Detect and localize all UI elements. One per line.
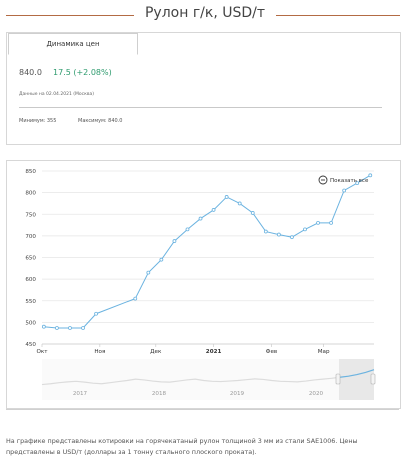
navigator-handle-left <box>335 373 341 385</box>
range-navigator[interactable]: 2017 2018 2019 2020 <box>41 359 376 400</box>
page-header: Рулон г/к, USD/т <box>0 0 410 30</box>
navigator-year-label: 2020 <box>309 391 324 397</box>
summary-divider <box>19 107 382 108</box>
current-price: 840.0 <box>19 68 42 77</box>
navigator-year-label: 2019 <box>230 391 245 397</box>
navigator-selection <box>339 359 374 400</box>
title-rule-left <box>6 15 134 16</box>
chart-description: На графике представлены котировки на гор… <box>6 437 358 456</box>
navigator-year-label: 2017 <box>73 391 88 397</box>
navigator-handle-right <box>370 373 376 385</box>
tab-price-dynamics[interactable]: Динамика цен <box>8 33 138 55</box>
minimum-value: Минимум: 355 <box>19 118 57 124</box>
show-all-label: Показать все <box>330 178 369 184</box>
navigator-selected-line <box>339 369 375 378</box>
maximum-value: Максимум: 840.0 <box>78 118 123 124</box>
panel-bottom-rule <box>6 409 399 410</box>
zoom-out-icon <box>318 175 328 185</box>
navigator-overview-line <box>41 369 375 386</box>
title-rule-right <box>276 15 400 16</box>
navigator-year-label: 2018 <box>152 391 167 397</box>
show-all-control[interactable]: Показать все <box>318 175 369 185</box>
price-change: 17.5 (+2.08%) <box>53 68 112 77</box>
page-title: Рулон г/к, USD/т <box>144 5 266 21</box>
data-date-note: Данные на 02.04.2021 (Москва) <box>19 92 94 97</box>
